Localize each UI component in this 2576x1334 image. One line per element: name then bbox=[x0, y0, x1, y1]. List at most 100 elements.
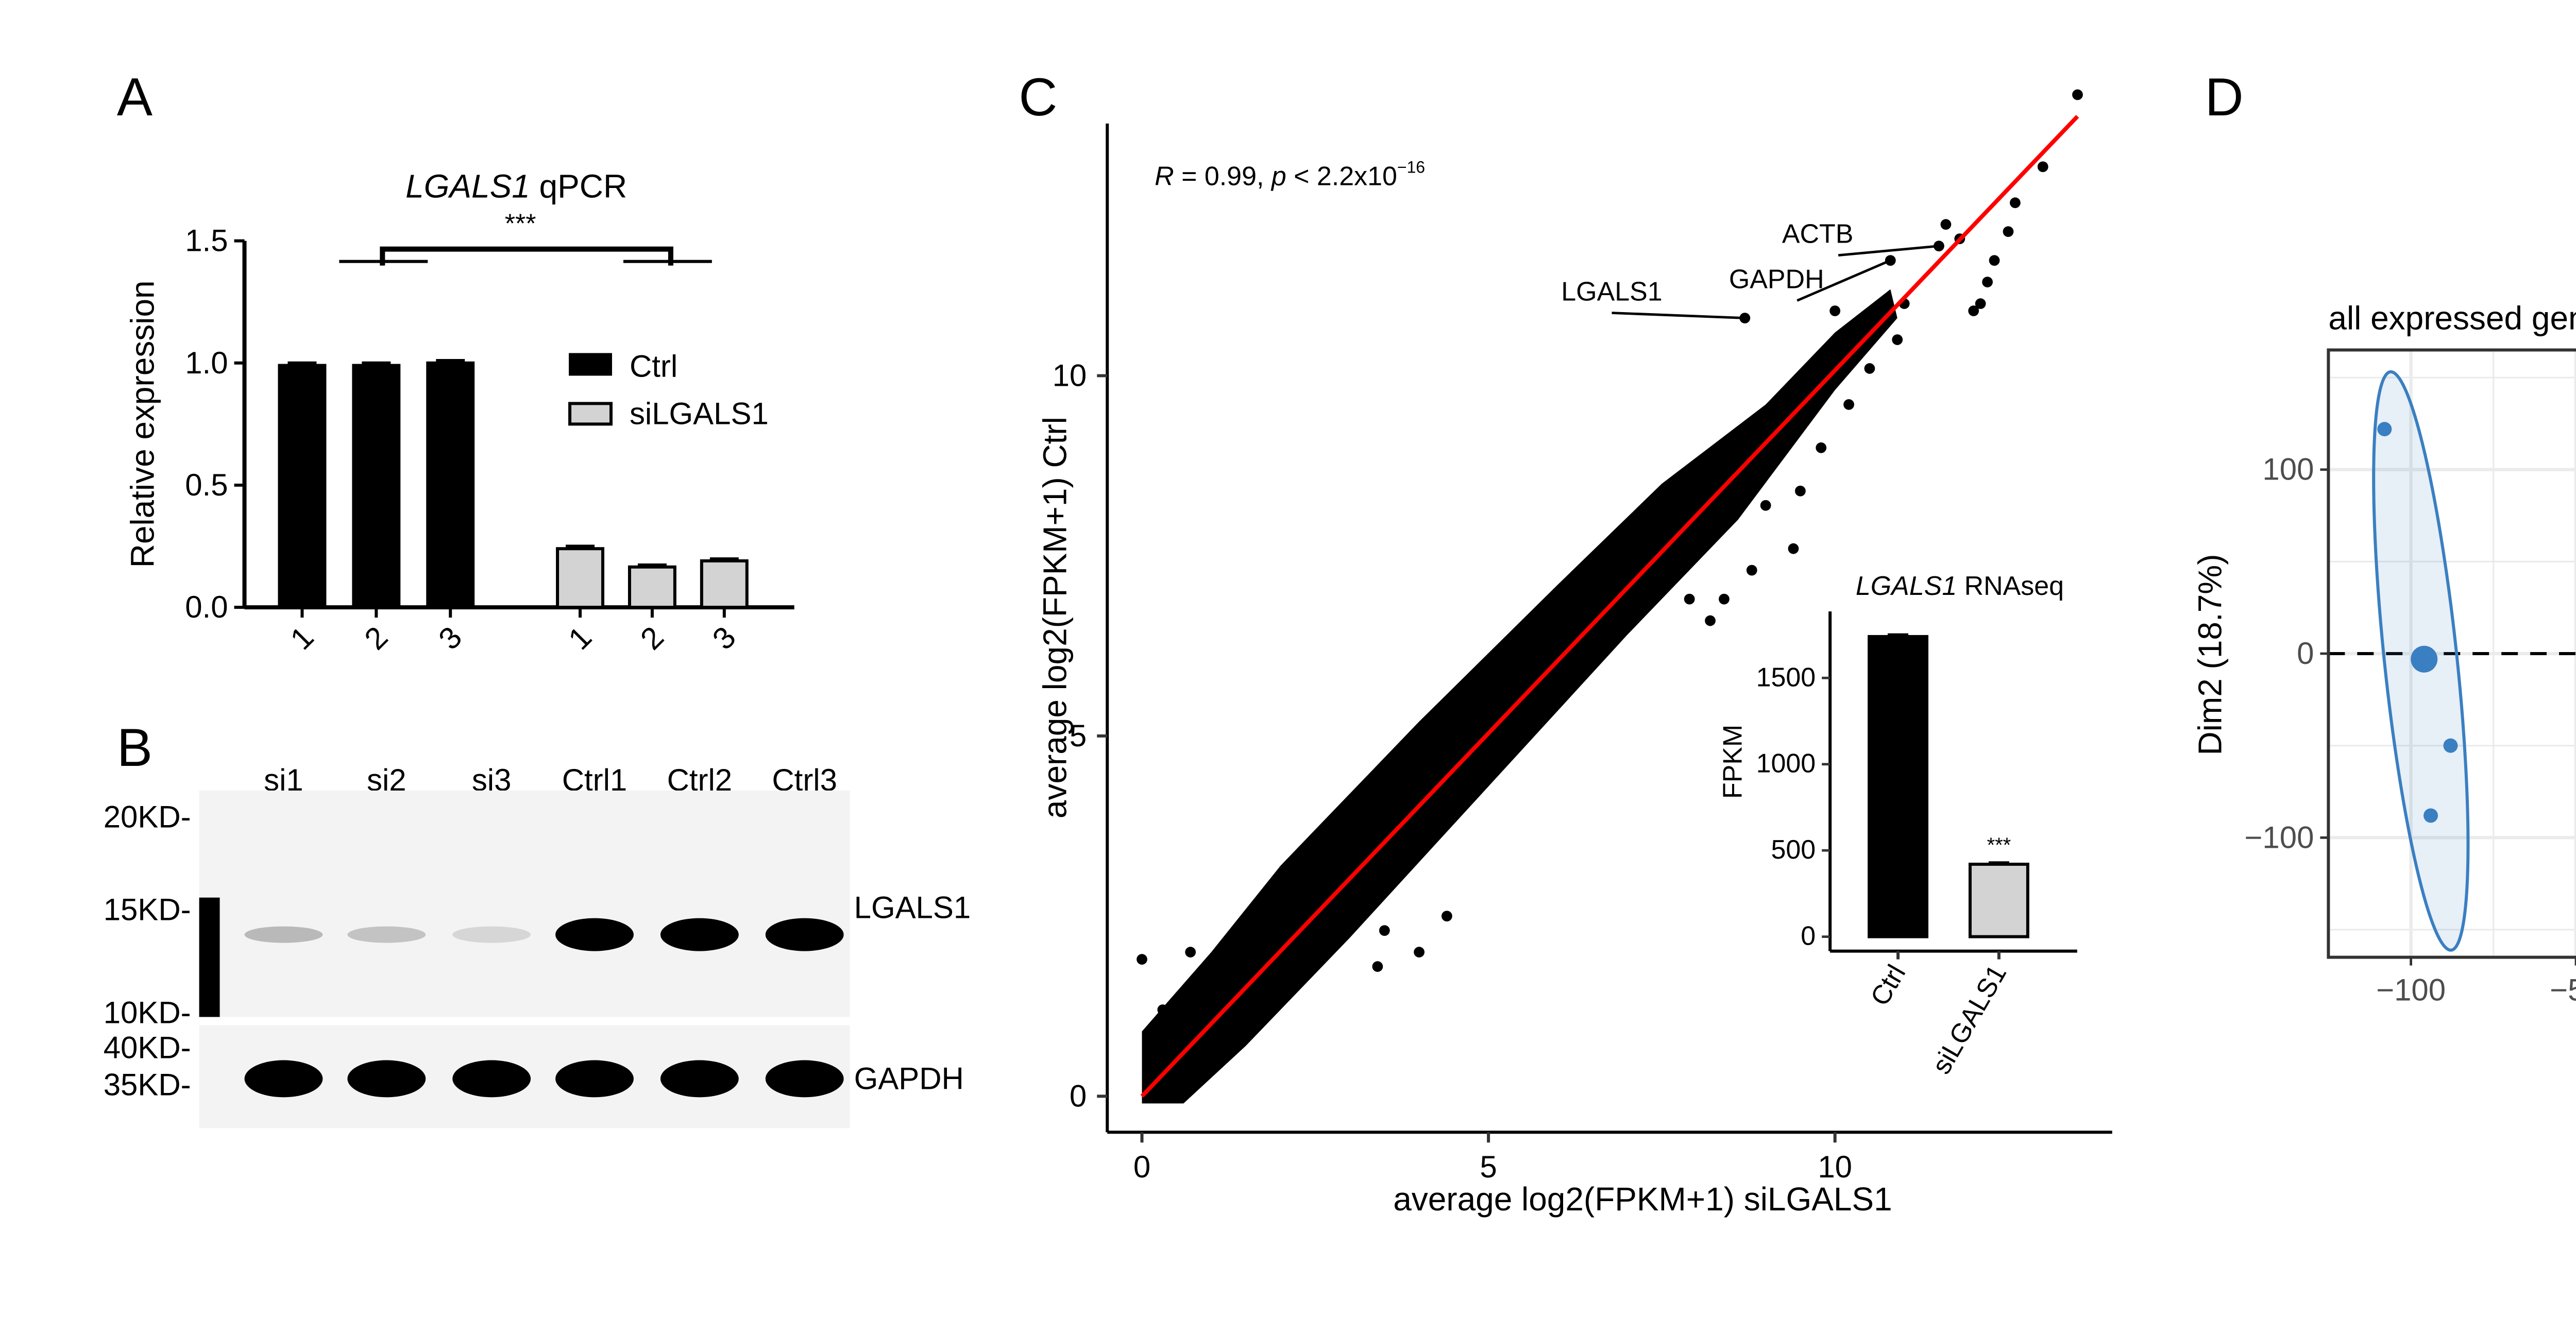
scatter-point bbox=[1705, 615, 1716, 626]
x-tick-label: 0 bbox=[1133, 1150, 1150, 1184]
scatter-point bbox=[1441, 911, 1452, 922]
legend-swatch-silgals1 bbox=[568, 402, 613, 426]
scatter-point bbox=[1788, 543, 1799, 554]
inset-y-tick-label: 500 bbox=[1771, 835, 1816, 865]
qpcr-y-label: Relative expression bbox=[124, 280, 161, 568]
pca-chart: all expressed gene – PCA −100−50050100−1… bbox=[2192, 300, 2576, 1007]
significance-bracket bbox=[339, 246, 712, 266]
inset-y-tick-label: 0 bbox=[1801, 921, 1816, 951]
inset-significance: *** bbox=[1987, 834, 2011, 857]
labeled-point-lgals1 bbox=[1739, 313, 1751, 323]
pca-point-ctrl bbox=[2377, 422, 2392, 437]
band-label-gapdh: GAPDH bbox=[854, 1061, 964, 1096]
inset-y-tick-label: 1000 bbox=[1756, 749, 1816, 779]
marker-label: 10KD- bbox=[104, 995, 191, 1030]
inset-title-suffix: RNAseq bbox=[1957, 571, 2064, 601]
annotation-p: p bbox=[1270, 162, 1286, 192]
band-gapdh-ctrl1 bbox=[555, 1060, 634, 1098]
scatter-point bbox=[1684, 593, 1695, 605]
scatter-point bbox=[1968, 305, 1979, 316]
bar-silgals1-3 bbox=[700, 559, 749, 609]
bracket-top bbox=[380, 246, 673, 266]
panel-letter-c: C bbox=[1019, 67, 1057, 127]
scatter-point bbox=[1843, 399, 1854, 410]
label-leader-line bbox=[1612, 312, 1745, 319]
band-gapdh-ctrl3 bbox=[765, 1060, 844, 1098]
qpcr-title-suffix: qPCR bbox=[530, 168, 627, 205]
scatter-point bbox=[1940, 219, 1952, 230]
band-gapdh-ctrl2 bbox=[660, 1060, 739, 1098]
band-lgals1-si1 bbox=[244, 926, 323, 943]
x-tick-label: 2 bbox=[358, 620, 394, 656]
pca-centroid-ctrl bbox=[2411, 645, 2438, 673]
y-tick-label: 0.0 bbox=[185, 590, 228, 624]
blot-membrane-lgals1 bbox=[199, 790, 850, 1017]
labeled-point-gapdh bbox=[1885, 255, 1896, 266]
y-tick-label: 0 bbox=[2297, 636, 2314, 671]
inset-title-gene: LGALS1 bbox=[1856, 571, 1957, 601]
panel-letter-a: A bbox=[117, 67, 153, 127]
inset-x-tick-label: siLGALS1 bbox=[1926, 960, 2012, 1080]
qpcr-significance: *** bbox=[505, 209, 536, 239]
scatter-y-label: average log2(FPKM+1) Ctrl bbox=[1036, 417, 1073, 818]
scatter-point bbox=[1719, 593, 1730, 605]
band-lgals1-si2 bbox=[347, 926, 426, 943]
y-tick-label: 0.5 bbox=[185, 468, 228, 502]
bar-ctrl-1 bbox=[278, 364, 327, 609]
y-tick-label: 5 bbox=[1070, 719, 1087, 753]
bar-ctrl-2 bbox=[352, 364, 401, 609]
scatter-point bbox=[1795, 485, 1806, 497]
inset-x-tick-label: Ctrl bbox=[1865, 960, 1912, 1011]
annotation-exponent: −16 bbox=[1397, 158, 1425, 177]
band-lgals1-ctrl1 bbox=[555, 918, 634, 951]
x-tick-label: 3 bbox=[432, 620, 468, 656]
scatter-point bbox=[1989, 255, 2000, 266]
point-label-actb: ACTB bbox=[1782, 219, 1854, 249]
scatter-point bbox=[1975, 298, 1986, 309]
legend-swatch-ctrl bbox=[569, 353, 612, 376]
y-tick-label: 0 bbox=[1070, 1079, 1087, 1113]
y-tick-label: 100 bbox=[2262, 452, 2314, 487]
label-leader-line bbox=[1797, 259, 1891, 302]
marker-label: 35KD- bbox=[104, 1067, 191, 1102]
scatter-point bbox=[2072, 89, 2083, 100]
inset-bar-silgals1 bbox=[1968, 862, 2029, 938]
scatter-point bbox=[2037, 161, 2048, 173]
pca-point-ctrl bbox=[2443, 738, 2458, 753]
scatter-point bbox=[1746, 565, 1757, 576]
inset-y-label: FPKM bbox=[1718, 725, 1748, 799]
panel-letter-d: D bbox=[2205, 67, 2244, 127]
band-label-lgals1: LGALS1 bbox=[854, 891, 971, 925]
legend-label-silgals1: siLGALS1 bbox=[630, 396, 769, 431]
label-leader-line bbox=[1838, 245, 1939, 257]
y-tick-label: 1.0 bbox=[185, 346, 228, 380]
rnaseq-inset-chart: LGALS1 RNAseq 0 500 1000 1500 *** Ctrl siLGA… bbox=[1718, 571, 2077, 1079]
bar-ctrl-3 bbox=[426, 361, 475, 609]
x-tick-label: 10 bbox=[1818, 1150, 1852, 1184]
regression-line bbox=[1140, 115, 2079, 1098]
annotation-p-value: < 2.2x10 bbox=[1286, 162, 1397, 192]
x-tick-label: 2 bbox=[634, 620, 670, 656]
pca-y-label: Dim2 (18.7%) bbox=[2192, 554, 2229, 756]
western-blot: si1 si2 si3 Ctrl1 Ctrl2 Ctrl3 20KD-15KD-10KD-… bbox=[104, 763, 971, 1128]
inset-title: LGALS1 RNAseq bbox=[1856, 571, 2064, 601]
scatter-point bbox=[1157, 1004, 1168, 1015]
x-tick-label: −100 bbox=[2376, 972, 2446, 1007]
scatter-point bbox=[1892, 334, 1903, 345]
x-tick-label: 3 bbox=[706, 620, 742, 656]
band-lgals1-ctrl3 bbox=[765, 918, 844, 951]
x-tick-label: 1 bbox=[284, 620, 320, 656]
x-tick-label: −50 bbox=[2550, 972, 2576, 1007]
qpcr-title-gene: LGALS1 bbox=[405, 168, 530, 205]
qpcr-title: LGALS1 qPCR bbox=[405, 168, 627, 205]
band-lgals1-ctrl2 bbox=[660, 918, 739, 951]
bar-silgals1-1 bbox=[556, 547, 604, 609]
scatter-point bbox=[1379, 925, 1390, 936]
inset-bar-ctrl bbox=[1868, 635, 1929, 938]
scatter-point bbox=[1982, 277, 1993, 287]
band-gapdh-si2 bbox=[347, 1060, 426, 1098]
pca-point-ctrl bbox=[2424, 808, 2438, 823]
point-label-lgals1: LGALS1 bbox=[1561, 277, 1662, 307]
